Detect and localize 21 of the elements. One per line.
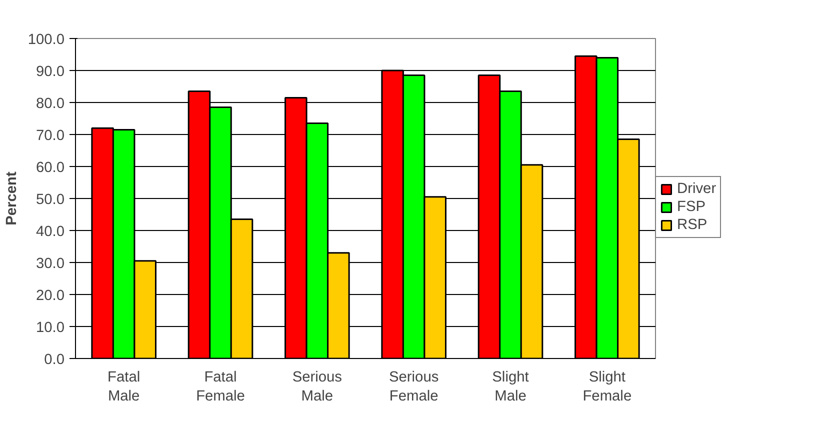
legend-label: RSP: [677, 217, 708, 233]
y-tick-label: 60.0: [36, 160, 65, 176]
y-tick-label: 80.0: [36, 96, 65, 112]
x-tick-label: Serious Male: [292, 370, 342, 405]
x-tick-label: Serious Female: [388, 370, 439, 405]
y-tick-label: 40.0: [36, 224, 65, 240]
y-tick-label: 90.0: [36, 64, 65, 80]
y-axis-title: Percent: [4, 172, 20, 226]
y-tick-label: 30.0: [36, 256, 65, 272]
x-tick-label: Slight Female: [582, 370, 632, 405]
y-tick-label: 100.0: [28, 32, 65, 48]
legend-label: FSP: [677, 199, 706, 215]
x-tick-label: Fatal Female: [196, 370, 245, 405]
y-tick-label: 20.0: [36, 288, 65, 304]
y-tick-label: 10.0: [36, 320, 65, 336]
y-tick-label: 0.0: [44, 352, 64, 368]
x-tick-label: Slight Male: [492, 370, 529, 405]
x-tick-label: Fatal Male: [108, 370, 140, 405]
y-tick-label: 50.0: [36, 192, 65, 208]
legend-label: Driver: [677, 181, 716, 197]
y-tick-label: 70.0: [36, 128, 65, 144]
